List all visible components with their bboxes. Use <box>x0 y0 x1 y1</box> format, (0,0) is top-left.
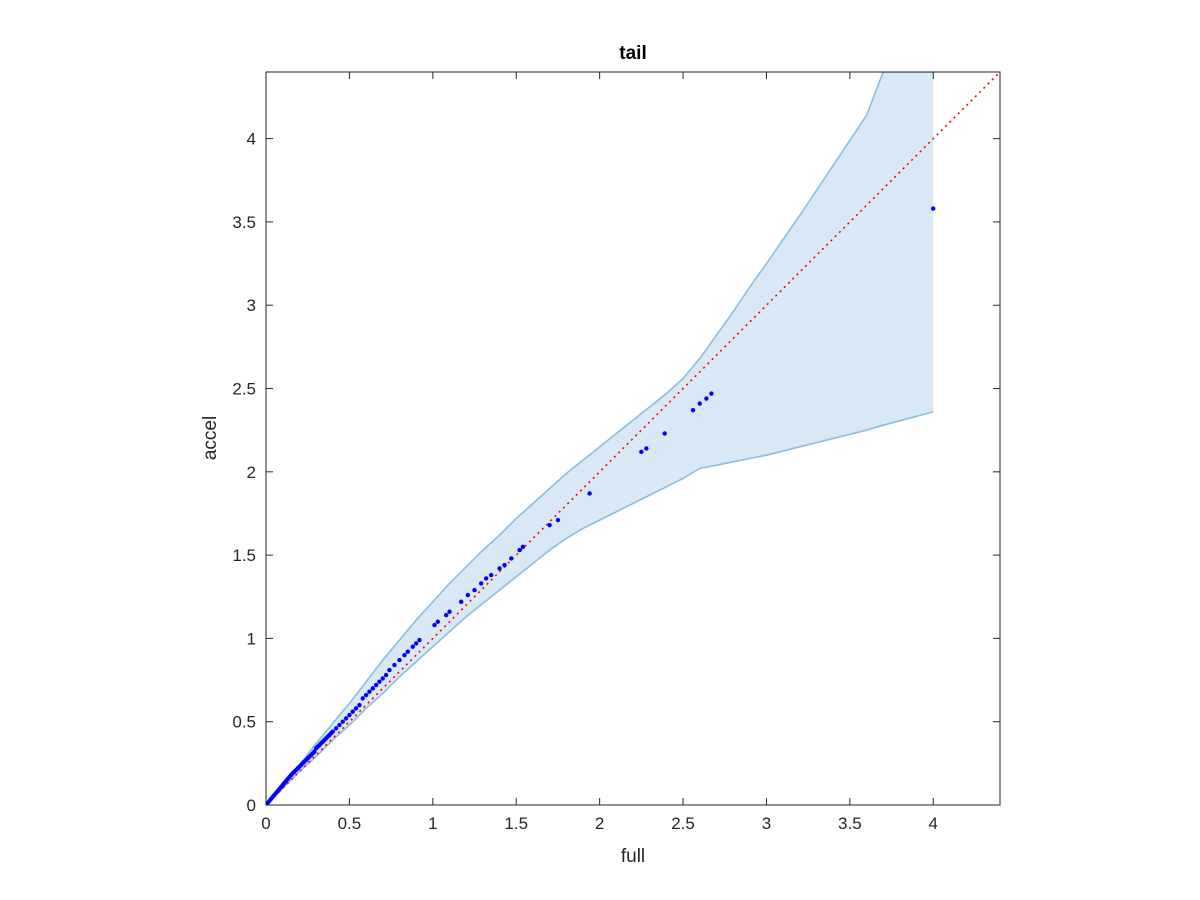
data-point <box>387 667 392 673</box>
data-point <box>931 206 936 211</box>
x-axis-label: full <box>621 846 645 867</box>
y-tick-label: 0 <box>247 796 256 815</box>
y-axis-label: accel <box>200 416 221 460</box>
data-point <box>587 491 592 496</box>
data-point <box>639 449 644 455</box>
data-point <box>517 547 522 553</box>
plot-frame <box>265 71 1001 806</box>
y-tick-label: 1 <box>247 629 256 648</box>
x-tick-label: 1.5 <box>504 814 528 833</box>
data-point <box>370 686 375 691</box>
data-point <box>402 652 407 658</box>
data-point <box>417 637 422 643</box>
x-tick-label: 1 <box>428 814 437 833</box>
y-tick-label: 0.5 <box>232 713 256 732</box>
data-point <box>555 517 561 523</box>
ticks-layer: 0 0.5 1 1.5 2 2.5 3 3.5 4 0 0.5 1 1.5 2 2.5 3 3.5 4 <box>232 72 1000 833</box>
x-tick-label: 3.5 <box>838 814 862 833</box>
data-point <box>704 396 709 401</box>
data-point <box>484 576 489 581</box>
data-point <box>443 612 449 618</box>
points-layer <box>266 206 936 805</box>
x-tick-label: 2.5 <box>671 814 695 833</box>
data-point <box>709 391 714 396</box>
data-point <box>413 641 419 646</box>
data-point <box>432 622 437 628</box>
y-tick-label: 3 <box>247 296 256 315</box>
confidence-band-fill <box>266 72 934 805</box>
data-point <box>435 619 441 624</box>
data-point <box>377 679 382 684</box>
y-tick-label: 2 <box>247 463 256 482</box>
data-point <box>410 644 415 649</box>
y-tick-label: 2.5 <box>232 380 256 399</box>
data-point <box>478 581 484 586</box>
data-point <box>330 729 335 734</box>
data-point <box>690 407 696 413</box>
data-point <box>458 599 464 604</box>
data-point <box>547 522 552 528</box>
data-point <box>392 662 397 668</box>
data-point <box>350 709 355 714</box>
data-point <box>662 431 667 436</box>
data-point <box>353 706 359 711</box>
data-point <box>697 401 702 406</box>
data-point <box>520 544 526 549</box>
x-tick-label: 0.5 <box>338 814 362 833</box>
reference-line-layer <box>266 72 1000 805</box>
y-tick-label: 1.5 <box>232 546 256 565</box>
data-point <box>447 609 452 614</box>
data-point <box>397 657 402 663</box>
data-point <box>373 682 379 688</box>
data-point <box>489 572 494 578</box>
data-point <box>360 696 365 701</box>
x-tick-label: 4 <box>929 814 938 833</box>
x-tick-label: 2 <box>595 814 604 833</box>
data-point <box>357 702 362 708</box>
data-point <box>312 749 317 754</box>
data-point <box>333 726 339 731</box>
data-point <box>497 566 502 571</box>
data-point <box>644 446 649 451</box>
confidence-band-layer <box>266 72 934 805</box>
chart-title: tail <box>619 43 646 64</box>
confidence-band-lower-edge <box>266 411 934 805</box>
data-point <box>405 649 410 654</box>
data-point <box>363 692 369 698</box>
data-point <box>509 556 514 561</box>
confidence-band-upper-edge <box>266 72 934 805</box>
data-point <box>337 722 342 728</box>
data-point <box>465 592 471 598</box>
data-point <box>472 587 477 593</box>
data-point <box>343 716 349 721</box>
y-tick-label: 4 <box>247 130 256 149</box>
data-point <box>380 676 385 681</box>
x-tick-label: 0 <box>261 814 270 833</box>
data-point <box>340 719 345 724</box>
data-point <box>383 672 389 678</box>
data-point <box>502 562 507 568</box>
y-tick-label: 3.5 <box>232 213 256 232</box>
reference-line <box>266 72 1000 805</box>
data-point <box>347 712 352 718</box>
data-point <box>367 689 372 694</box>
x-tick-label: 3 <box>762 814 771 833</box>
